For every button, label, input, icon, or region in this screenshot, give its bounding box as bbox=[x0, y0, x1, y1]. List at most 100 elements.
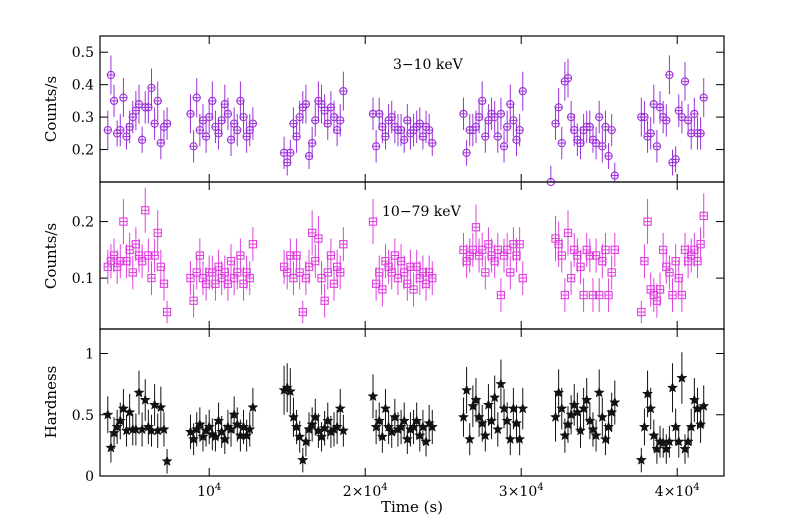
data-point bbox=[679, 434, 691, 464]
data-point bbox=[236, 238, 245, 273]
circle-marker bbox=[308, 138, 317, 148]
data-point bbox=[581, 378, 593, 423]
circle-marker bbox=[428, 138, 437, 148]
data-point bbox=[189, 283, 198, 318]
data-point bbox=[189, 130, 198, 163]
data-point bbox=[411, 402, 423, 440]
data-point bbox=[334, 389, 346, 429]
star-marker bbox=[228, 408, 240, 420]
star-marker bbox=[244, 423, 256, 435]
data-point bbox=[311, 244, 320, 279]
data-point bbox=[148, 384, 161, 426]
data-point bbox=[607, 113, 616, 147]
star-marker bbox=[300, 435, 312, 447]
data-point bbox=[109, 84, 119, 118]
circle-marker bbox=[106, 70, 116, 80]
data-point bbox=[137, 126, 147, 153]
data-point bbox=[698, 385, 710, 427]
data-point bbox=[506, 255, 515, 290]
data-point bbox=[161, 449, 173, 474]
circle-marker bbox=[493, 132, 502, 141]
data-point bbox=[566, 261, 576, 296]
data-point bbox=[294, 420, 306, 453]
circle-marker bbox=[162, 119, 172, 128]
data-point bbox=[103, 110, 112, 150]
data-point bbox=[562, 406, 574, 443]
star-marker bbox=[102, 408, 114, 420]
star-marker bbox=[184, 425, 197, 437]
data-point bbox=[298, 300, 307, 324]
x-tick-label: 3×104 bbox=[499, 482, 544, 500]
data-point bbox=[598, 130, 607, 163]
star-marker bbox=[294, 430, 306, 442]
circle-marker bbox=[646, 129, 655, 138]
data-point bbox=[367, 374, 379, 419]
y-tick-label: 0.2 bbox=[72, 143, 94, 159]
data-point bbox=[591, 238, 601, 273]
data-point bbox=[590, 419, 602, 452]
data-point bbox=[635, 447, 647, 473]
star-marker bbox=[322, 414, 334, 426]
star-marker bbox=[376, 430, 388, 442]
star-marker bbox=[426, 421, 438, 432]
star-marker bbox=[108, 427, 120, 438]
data-point bbox=[312, 413, 325, 448]
data-point bbox=[292, 238, 301, 273]
data-point bbox=[671, 146, 680, 173]
star-marker bbox=[148, 399, 161, 410]
data-point bbox=[514, 423, 526, 456]
data-point bbox=[596, 397, 608, 437]
data-point bbox=[485, 402, 498, 440]
star-marker bbox=[334, 402, 346, 414]
data-point bbox=[139, 379, 151, 421]
data-point bbox=[663, 425, 676, 458]
data-point bbox=[574, 413, 587, 448]
circle-marker bbox=[192, 93, 201, 102]
data-point bbox=[295, 255, 304, 290]
circle-marker bbox=[649, 99, 658, 109]
data-point bbox=[158, 412, 170, 447]
star-marker bbox=[517, 402, 529, 414]
star-marker bbox=[155, 401, 167, 413]
star-marker bbox=[367, 390, 379, 402]
circle-marker bbox=[671, 155, 680, 164]
star-marker bbox=[312, 424, 325, 436]
star-marker bbox=[133, 386, 145, 398]
panel-soft: 3−10 keV Counts/s 0.2 0.3 0.4 0.5 bbox=[42, 35, 725, 187]
y-tick-label: 0 bbox=[85, 469, 94, 485]
data-point bbox=[292, 120, 301, 153]
data-point bbox=[141, 187, 150, 233]
data-point bbox=[226, 244, 236, 279]
panel-soft-y-ticks: 0.2 0.3 0.4 0.5 bbox=[72, 45, 724, 159]
data-point bbox=[582, 232, 591, 267]
data-point bbox=[300, 427, 312, 457]
star-marker bbox=[676, 372, 688, 383]
data-point bbox=[601, 232, 610, 267]
star-marker bbox=[577, 402, 590, 414]
data-point bbox=[425, 255, 434, 290]
circle-marker bbox=[690, 109, 699, 119]
data-point bbox=[137, 244, 147, 279]
data-point bbox=[105, 433, 117, 463]
data-point bbox=[287, 397, 300, 437]
data-point bbox=[471, 204, 481, 250]
data-point bbox=[378, 272, 387, 307]
star-marker bbox=[247, 401, 259, 413]
star-marker bbox=[698, 400, 710, 411]
circle-marker bbox=[147, 83, 156, 93]
data-point bbox=[674, 261, 683, 296]
data-point bbox=[134, 238, 144, 273]
star-marker bbox=[124, 406, 136, 418]
circle-marker bbox=[557, 138, 566, 148]
data-point bbox=[237, 409, 250, 445]
data-point bbox=[499, 238, 509, 273]
star-marker bbox=[389, 411, 401, 422]
star-marker bbox=[464, 433, 476, 445]
data-point bbox=[696, 227, 705, 262]
data-point bbox=[159, 266, 169, 301]
star-marker bbox=[679, 443, 691, 454]
star-marker bbox=[602, 421, 615, 432]
panel-soft-band-label: 3−10 keV bbox=[393, 57, 464, 73]
circle-marker bbox=[150, 119, 159, 128]
